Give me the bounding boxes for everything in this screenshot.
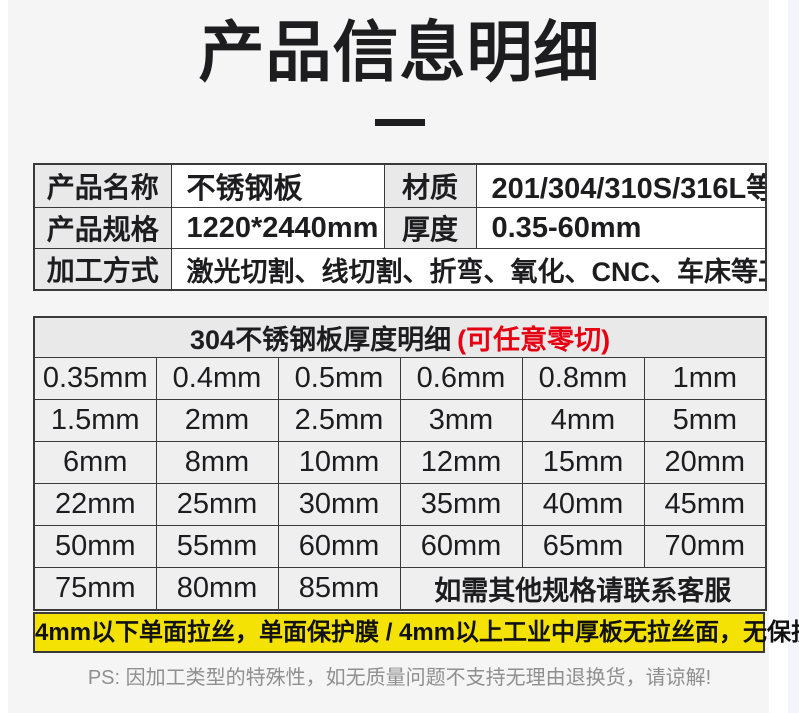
thickness-cell: 20mm — [643, 441, 767, 484]
thickness-cell: 65mm — [521, 525, 645, 568]
page-title: 产品信息明细 — [198, 15, 601, 89]
product-info-table: 产品名称 不锈钢板 材质 201/304/310S/316L等 产品规格 122… — [33, 163, 767, 291]
thickness-cell: 6mm — [33, 441, 157, 484]
table-row: 75mm 80mm 85mm 如需其他规格请联系客服 — [33, 567, 767, 610]
thickness-cell: 25mm — [155, 483, 279, 526]
material-label: 材质 — [383, 163, 477, 208]
table-row: 加工方式 激光切割、线切割、折弯、氧化、CNC、车床等工艺 — [33, 248, 767, 291]
thickness-label: 厚度 — [383, 207, 477, 249]
table-row: 304不锈钢板厚度明细 (可任意零切) — [33, 316, 767, 358]
thickness-cell: 60mm — [399, 525, 523, 568]
table-row: 22mm 25mm 30mm 35mm 40mm 45mm — [33, 483, 767, 526]
surface-treatment-banner: 4mm以下单面拉丝，单面保护膜 / 4mm以上工业中厚板无拉丝面，无保护膜 — [33, 612, 799, 653]
thickness-cell: 0.35mm — [33, 357, 157, 400]
table-row: 产品规格 1220*2440mm 厚度 0.35-60mm — [33, 207, 767, 249]
thickness-cell: 5mm — [643, 399, 767, 442]
thickness-cell: 15mm — [521, 441, 645, 484]
thickness-cell: 0.6mm — [399, 357, 523, 400]
right-edge-blue-strip — [788, 0, 799, 713]
table-row: 0.35mm 0.4mm 0.5mm 0.6mm 0.8mm 1mm — [33, 357, 767, 400]
thickness-table-title-highlight: (可任意零切) — [457, 325, 611, 355]
thickness-cell: 75mm — [33, 567, 157, 610]
thickness-cell: 30mm — [277, 483, 401, 526]
table-row: 50mm 55mm 60mm 60mm 65mm 70mm — [33, 525, 767, 568]
spec-label: 产品规格 — [33, 207, 172, 249]
thickness-table-title: 304不锈钢板厚度明细 (可任意零切) — [33, 316, 767, 358]
thickness-cell: 40mm — [521, 483, 645, 526]
thickness-table-title-text: 304不锈钢板厚度明细 — [190, 325, 452, 355]
thickness-cell: 2.5mm — [277, 399, 401, 442]
thickness-detail-table: 304不锈钢板厚度明细 (可任意零切) 0.35mm 0.4mm 0.5mm 0.… — [33, 316, 768, 611]
thickness-cell: 4mm — [521, 399, 645, 442]
thickness-cell: 35mm — [399, 483, 523, 526]
thickness-cell: 50mm — [33, 525, 157, 568]
table-row: 6mm 8mm 10mm 12mm 15mm 20mm — [33, 441, 767, 484]
thickness-cell: 3mm — [399, 399, 523, 442]
thickness-cell: 2mm — [155, 399, 279, 442]
thickness-cell: 1.5mm — [33, 399, 157, 442]
thickness-cell: 12mm — [399, 441, 523, 484]
material-value: 201/304/310S/316L等 — [475, 163, 767, 208]
right-edge-strip — [769, 0, 788, 713]
process-label: 加工方式 — [33, 248, 172, 291]
spec-value: 1220*2440mm — [170, 207, 385, 249]
thickness-cell: 22mm — [33, 483, 157, 526]
table-row: 产品名称 不锈钢板 材质 201/304/310S/316L等 — [33, 163, 767, 208]
thickness-cell: 0.5mm — [277, 357, 401, 400]
thickness-cell: 85mm — [277, 567, 401, 610]
thickness-cell: 45mm — [643, 483, 767, 526]
thickness-cell: 70mm — [643, 525, 767, 568]
product-name-value: 不锈钢板 — [170, 163, 385, 208]
ps-note: PS: 因加工类型的特殊性，如无质量问题不支持无理由退换货，请谅解! — [87, 667, 712, 689]
product-name-label: 产品名称 — [33, 163, 172, 208]
title-underline — [375, 119, 425, 126]
other-spec-note: 如需其他规格请联系客服 — [399, 567, 767, 610]
thickness-cell: 8mm — [155, 441, 279, 484]
process-value: 激光切割、线切割、折弯、氧化、CNC、车床等工艺 — [170, 248, 767, 291]
thickness-cell: 55mm — [155, 525, 279, 568]
thickness-cell: 60mm — [277, 525, 401, 568]
thickness-value: 0.35-60mm — [475, 207, 767, 249]
thickness-cell: 0.8mm — [521, 357, 645, 400]
table-row: 1.5mm 2mm 2.5mm 3mm 4mm 5mm — [33, 399, 767, 442]
thickness-cell: 10mm — [277, 441, 401, 484]
thickness-cell: 1mm — [643, 357, 767, 400]
thickness-cell: 80mm — [155, 567, 279, 610]
thickness-cell: 0.4mm — [155, 357, 279, 400]
